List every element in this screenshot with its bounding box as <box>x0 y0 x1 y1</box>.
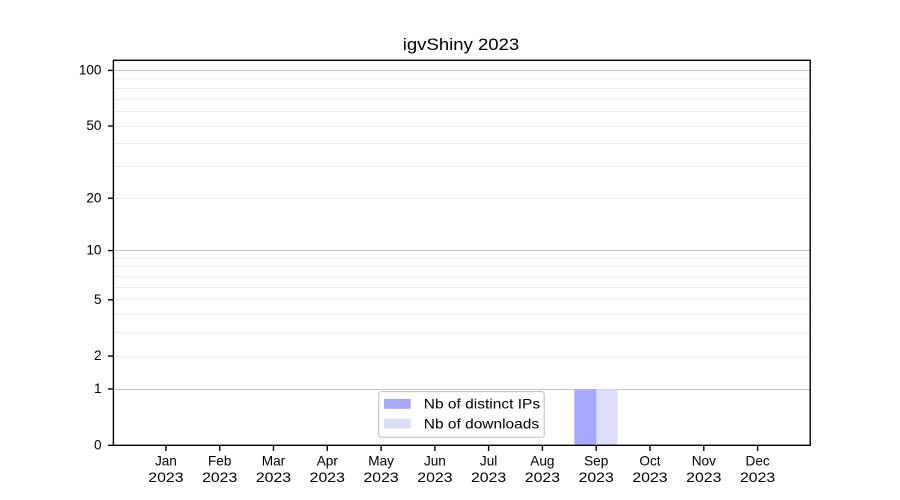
svg-text:2023: 2023 <box>310 470 345 485</box>
svg-text:2: 2 <box>94 348 102 363</box>
svg-text:2023: 2023 <box>579 470 614 485</box>
svg-text:2023: 2023 <box>525 470 560 485</box>
svg-text:2023: 2023 <box>364 470 399 485</box>
svg-text:20: 20 <box>86 190 102 205</box>
svg-text:0: 0 <box>94 437 102 452</box>
svg-text:2023: 2023 <box>632 470 667 485</box>
svg-text:Mar: Mar <box>262 454 286 469</box>
svg-text:2023: 2023 <box>686 470 721 485</box>
svg-text:Oct: Oct <box>639 454 660 469</box>
svg-text:1: 1 <box>94 381 102 396</box>
svg-text:2023: 2023 <box>471 470 506 485</box>
svg-text:Jul: Jul <box>480 454 497 469</box>
svg-text:2023: 2023 <box>202 470 237 485</box>
svg-text:igvShiny 2023: igvShiny 2023 <box>403 35 520 54</box>
svg-text:Sep: Sep <box>584 454 608 469</box>
svg-text:Apr: Apr <box>317 454 339 469</box>
svg-text:Aug: Aug <box>530 454 554 469</box>
svg-text:Nb of distinct IPs: Nb of distinct IPs <box>424 397 540 412</box>
svg-text:Jun: Jun <box>424 454 446 469</box>
svg-text:10: 10 <box>86 243 102 258</box>
svg-text:2023: 2023 <box>256 470 291 485</box>
svg-text:Dec: Dec <box>746 454 770 469</box>
svg-text:100: 100 <box>79 63 102 78</box>
svg-text:Feb: Feb <box>208 454 231 469</box>
svg-text:Nb of downloads: Nb of downloads <box>424 416 539 431</box>
svg-text:Nov: Nov <box>692 454 716 469</box>
svg-text:2023: 2023 <box>417 470 452 485</box>
svg-text:Jan: Jan <box>155 454 177 469</box>
svg-text:2023: 2023 <box>148 470 183 485</box>
svg-text:50: 50 <box>86 118 102 133</box>
svg-text:5: 5 <box>94 292 102 307</box>
svg-text:2023: 2023 <box>740 470 775 485</box>
svg-text:May: May <box>368 454 394 469</box>
